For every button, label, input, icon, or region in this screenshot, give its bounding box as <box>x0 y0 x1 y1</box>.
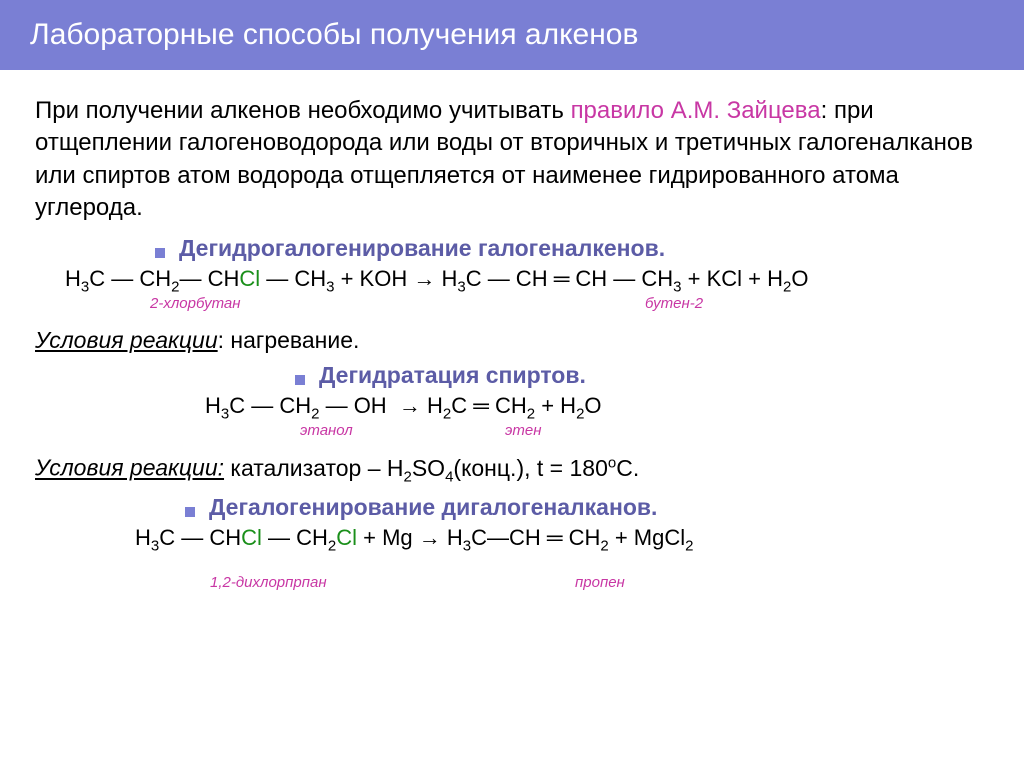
section-2-title: Дегидратация спиртов. <box>319 362 586 389</box>
conditions-2: Условия реакции: катализатор – H2SO4(кон… <box>35 454 989 485</box>
conditions-1: Условия реакции: нагревание. <box>35 327 989 354</box>
conditions-1-text: : нагревание. <box>218 327 360 353</box>
section-3: Дегалогенирование дигалогеналканов. H3C … <box>35 494 989 596</box>
section-2-header: Дегидратация спиртов. <box>295 362 989 389</box>
reactant-label-3: 1,2-дихлорпрпан <box>210 574 327 591</box>
conditions-2-text-c: (конц.), t = 180 <box>453 455 607 481</box>
reactant-label-1: 2-хлорбутан <box>150 295 241 312</box>
section-1-title: Дегидрогалогенирование галогеналкенов. <box>179 235 665 262</box>
equation-2-labels: этанол этен <box>65 422 989 444</box>
section-3-header: Дегалогенирование дигалогеналканов. <box>185 494 989 521</box>
conditions-2-text-a: катализатор – H <box>224 455 403 481</box>
slide-content: При получении алкенов необходимо учитыва… <box>0 70 1024 616</box>
bullet-icon <box>185 507 195 517</box>
product-label-2: этен <box>505 422 541 439</box>
product-label-1: бутен-2 <box>645 295 703 312</box>
section-3-title: Дегалогенирование дигалогеналканов. <box>209 494 657 521</box>
slide-title: Лабораторные способы получения алкенов <box>0 0 1024 70</box>
equation-2: H3C — CH2 — OH → H2C ═ CH2 + H2O <box>205 391 989 424</box>
reactant-label-2: этанол <box>300 422 353 439</box>
conditions-2-label: Условия реакции: <box>35 455 224 481</box>
conditions-2-text-b: SO <box>412 455 445 481</box>
section-1-header: Дегидрогалогенирование галогеналкенов. <box>155 235 989 262</box>
bullet-icon <box>155 248 165 258</box>
rule-name: правило А.М. Зайцева <box>571 97 821 124</box>
product-label-3: пропен <box>575 574 625 591</box>
conditions-2-text-d: C. <box>616 455 639 481</box>
slide: Лабораторные способы получения алкенов П… <box>0 0 1024 767</box>
intro-paragraph: При получении алкенов необходимо учитыва… <box>35 95 989 225</box>
intro-text-1: При получении алкенов необходимо учитыва… <box>35 97 571 124</box>
conditions-1-label: Условия реакции <box>35 327 218 353</box>
equation-3: H3C — CHCl — CH2Cl + Mg → H3C—CH ═ CH2 +… <box>135 523 989 556</box>
bullet-icon <box>295 375 305 385</box>
equation-1-labels: 2-хлорбутан бутен-2 <box>65 295 989 317</box>
equation-1: H3C — CH2— CHCl — CH3 + KOH → H3C — CH ═… <box>65 264 989 297</box>
section-1: Дегидрогалогенирование галогеналкенов. H… <box>35 235 989 317</box>
equation-3-labels: 1,2-дихлорпрпан пропен <box>65 574 989 596</box>
section-2: Дегидратация спиртов. H3C — CH2 — OH → H… <box>35 362 989 444</box>
